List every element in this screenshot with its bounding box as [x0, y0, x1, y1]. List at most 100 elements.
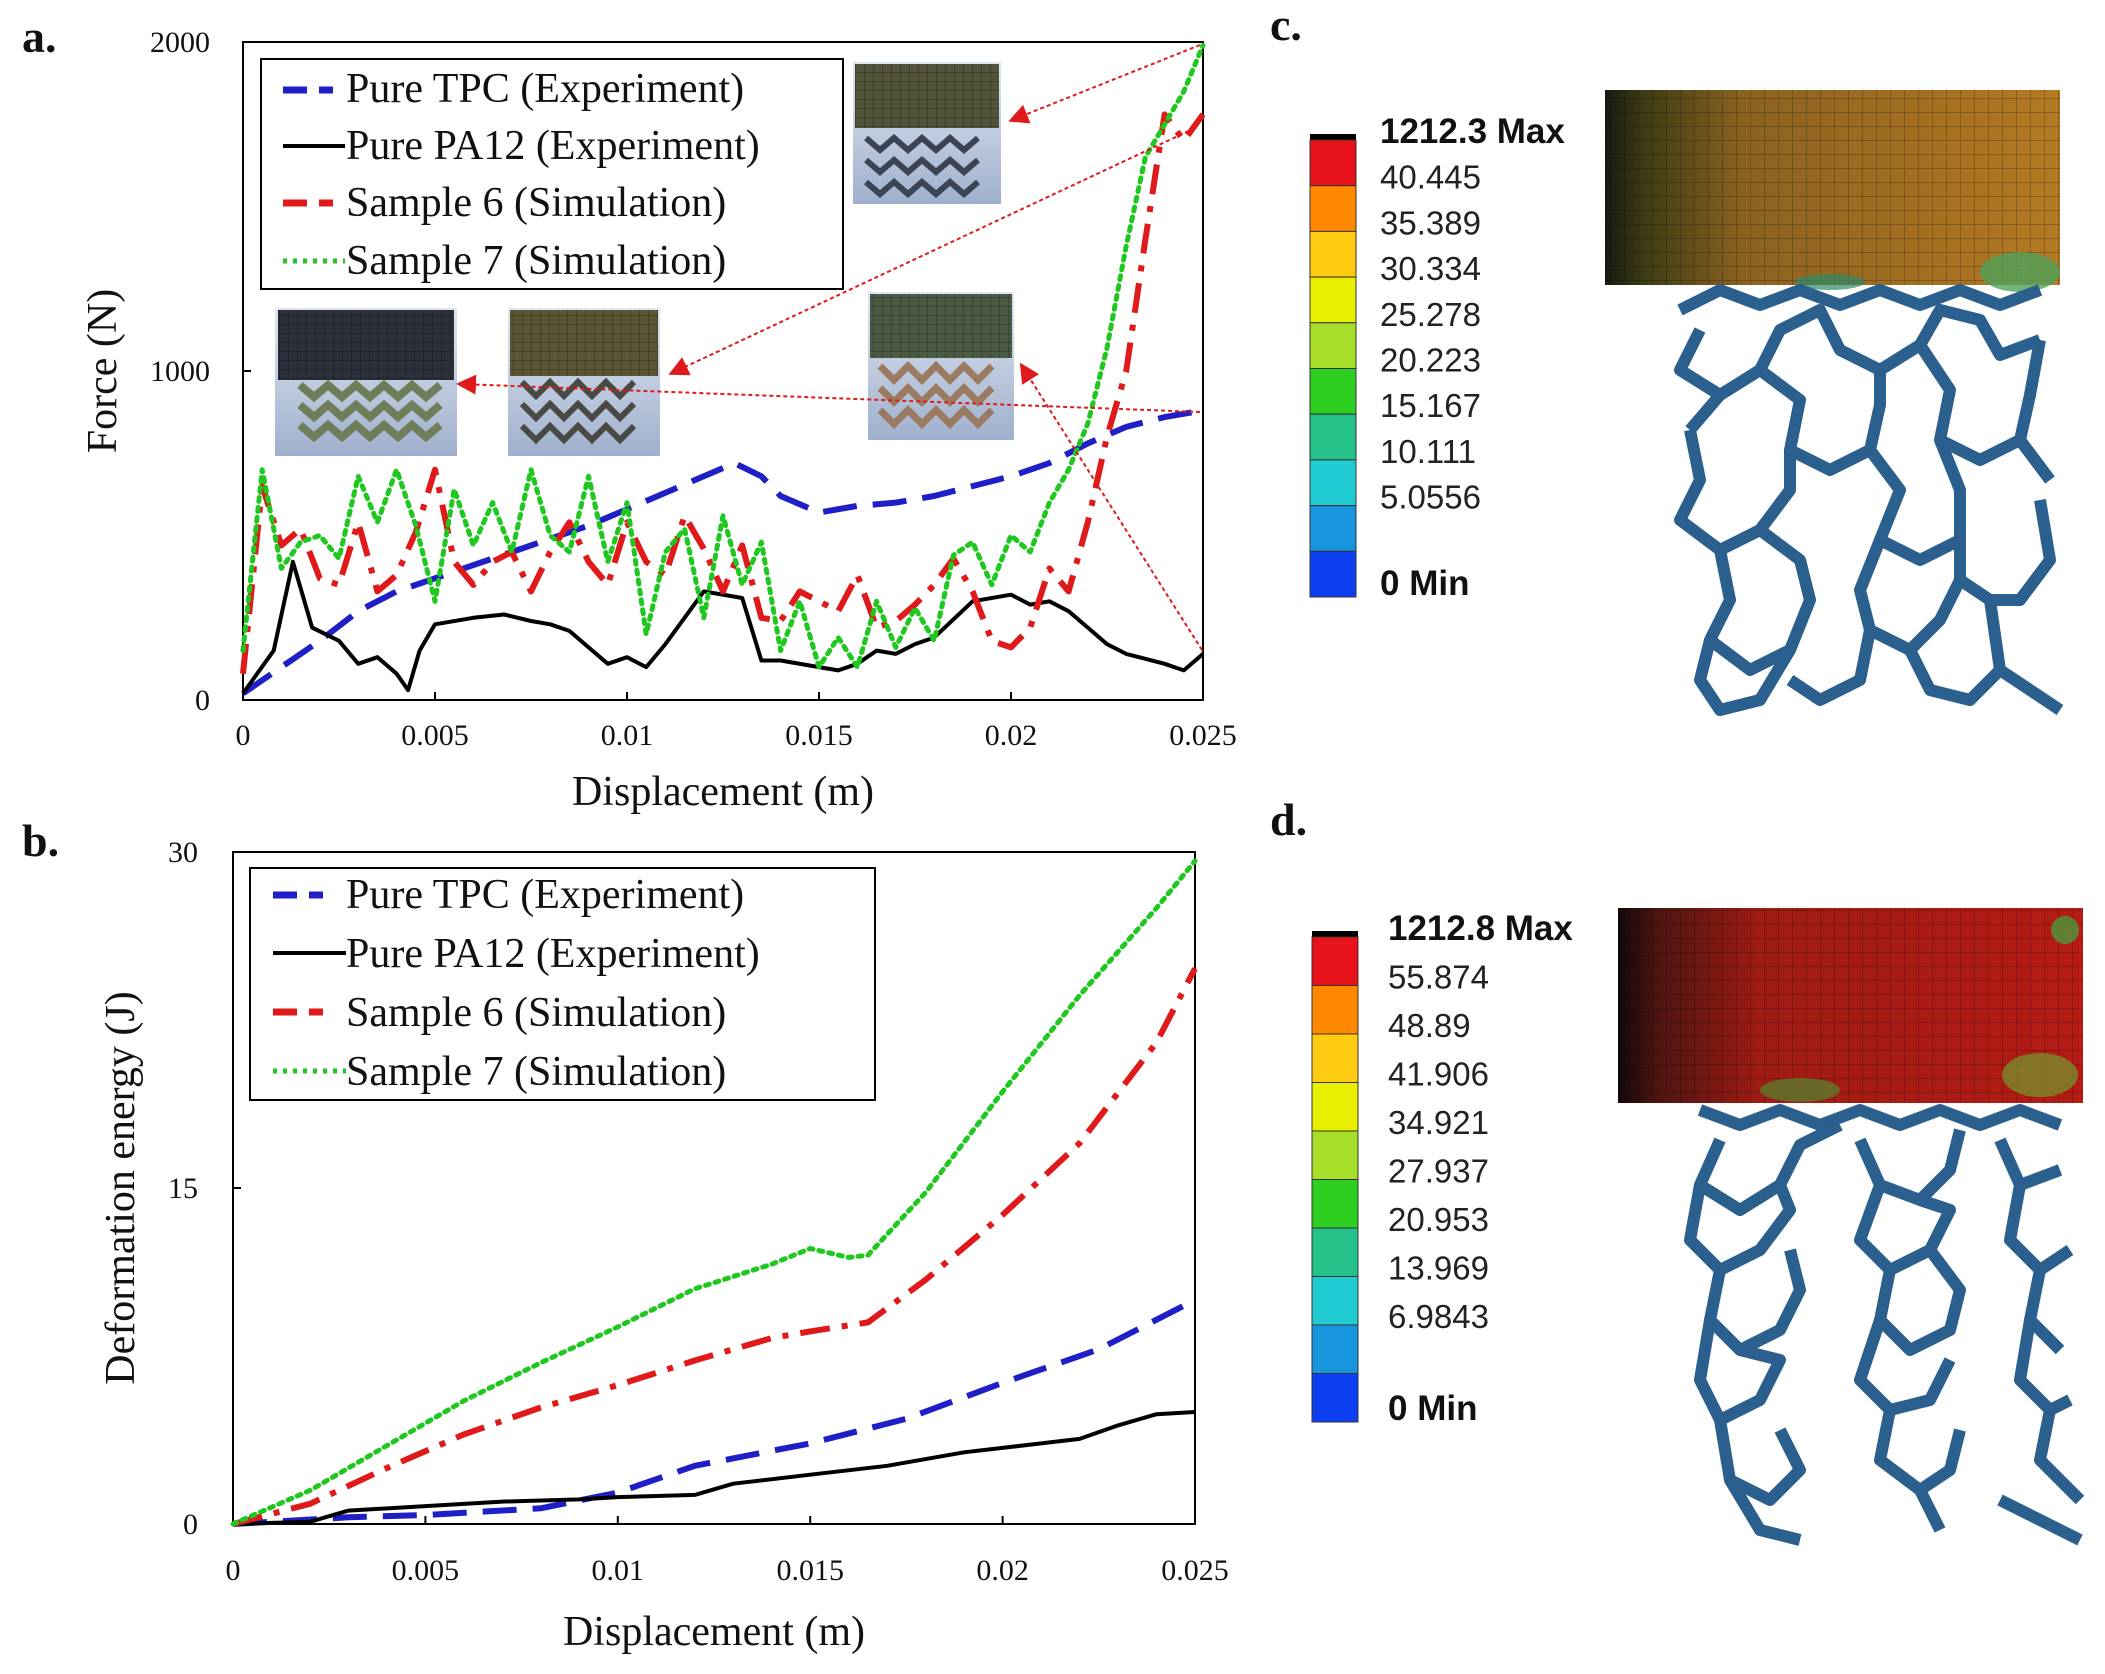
- chart-a-series-group: [240, 42, 1206, 696]
- chart-a-legend-label-tpc: Pure TPC (Experiment): [346, 66, 744, 112]
- colorbar-c-swatch: [1309, 505, 1357, 552]
- colorbar-c-swatch: [1309, 185, 1357, 232]
- panel-letter-b: b.: [22, 815, 59, 866]
- chart-a-xtick-label: 0.01: [601, 719, 654, 752]
- chart-a-series-1: [241, 559, 1205, 695]
- colorbar-c-label: 35.389: [1380, 204, 1481, 241]
- annotation-arrows: [456, 44, 1203, 651]
- colorbar-c: 1212.3 Max 40.445 35.389 30.334 25.278 20.223…: [1309, 112, 1565, 603]
- colorbar-d-label: 1212.8 Max: [1388, 909, 1573, 948]
- colorbar-d-swatch: [1311, 1227, 1359, 1277]
- fea-model-d: [1618, 908, 2085, 1546]
- chart-a-legend-label-sample6: Sample 6 (Simulation): [346, 180, 726, 226]
- contour-panel-d: 1212.8 Max 55.874 48.89 41.906 34.921 27.937 2…: [1311, 908, 2085, 1546]
- chart-b-series-group: [230, 858, 1198, 1527]
- colorbar-d-swatch: [1311, 985, 1359, 1035]
- chart-b-legend-label-pa12: Pure PA12 (Experiment): [346, 931, 760, 977]
- chart-a-xtick-label: 0: [236, 719, 251, 752]
- colorbar-d-label: 6.9843: [1388, 1298, 1489, 1335]
- colorbar-c-label: 10.111: [1380, 433, 1476, 470]
- colorbar-d-label: 0 Min: [1388, 1389, 1477, 1428]
- colorbar-c-swatch: [1309, 139, 1357, 187]
- colorbar-c-cap: [1310, 134, 1356, 142]
- colorbar-d-swatch: [1311, 1130, 1359, 1180]
- colorbar-c-swatch: [1309, 322, 1357, 369]
- chart-b-xtick-label: 0: [226, 1554, 241, 1587]
- chart-a-legend: Pure TPC (Experiment) Pure PA12 (Experim…: [260, 58, 844, 290]
- colorbar-d: 1212.8 Max 55.874 48.89 41.906 34.921 27.937 2…: [1311, 909, 1573, 1428]
- chart-a-ytick-label: 0: [195, 684, 210, 717]
- colorbar-d-label: 48.89: [1388, 1007, 1471, 1044]
- colorbar-d-swatch: [1311, 936, 1359, 986]
- chart-b-ytick-label: 0: [183, 1508, 198, 1541]
- chart-b-xtick-label: 0.01: [592, 1554, 645, 1587]
- colorbar-c-label: 0 Min: [1380, 564, 1469, 603]
- colorbar-d-swatch: [1311, 1324, 1359, 1374]
- colorbar-c-label: 25.278: [1380, 296, 1481, 333]
- chart-b-ylabel: Deformation energy (J): [98, 991, 144, 1384]
- colorbar-d-label: 20.953: [1388, 1201, 1489, 1238]
- colorbar-d-swatch: [1311, 1276, 1359, 1326]
- chart-b-legend-label-sample6: Sample 6 (Simulation): [346, 990, 726, 1036]
- colorbar-c-swatch: [1309, 550, 1357, 598]
- colorbar-c-label: 30.334: [1380, 250, 1481, 287]
- chart-b-series-0: [232, 1297, 1197, 1527]
- chart-a-ylabel: Force (N): [80, 289, 126, 453]
- chart-a-legend-label-pa12: Pure PA12 (Experiment): [346, 123, 760, 169]
- chart-a-xtick-label: 0.005: [401, 719, 469, 752]
- panel-letter-a: a.: [22, 11, 57, 62]
- colorbar-c-label: 40.445: [1380, 159, 1481, 196]
- chart-a-xlabel: Displacement (m): [572, 769, 874, 815]
- colorbar-d-label: 34.921: [1388, 1104, 1489, 1141]
- chart-b-ytick-label: 30: [168, 836, 198, 869]
- chart-b-series-1: [232, 1410, 1196, 1526]
- colorbar-d-swatch: [1311, 1082, 1359, 1132]
- chart-a-legend-label-sample7: Sample 7 (Simulation): [346, 238, 726, 284]
- colorbar-d-label: 55.874: [1388, 959, 1489, 996]
- chart-a-force-displacement: 0 0.005 0.01 0.015 0.02 0.025 0 1000 2000: [80, 26, 1237, 815]
- chart-a-xtick-label: 0.02: [985, 719, 1038, 752]
- chart-b-legend-label-tpc: Pure TPC (Experiment): [346, 872, 744, 918]
- colorbar-d-swatch: [1311, 1033, 1359, 1083]
- colorbar-c-label: 20.223: [1380, 342, 1481, 379]
- colorbar-c-swatch: [1309, 459, 1357, 507]
- chart-b-series-2: [232, 967, 1198, 1527]
- chart-a-series-2: [240, 111, 1206, 675]
- chart-b-ticks: 0 0.005 0.01 0.015 0.02 0.025 0 15 30: [168, 836, 1229, 1587]
- mesh-thumbnail-1: [853, 62, 1001, 204]
- colorbar-d-label: 27.937: [1388, 1153, 1489, 1190]
- chart-b-ytick-label: 15: [168, 1172, 198, 1205]
- contour-panel-c: 1212.3 Max 40.445 35.389 30.334 25.278 20.223…: [1309, 90, 2064, 716]
- colorbar-d-swatch: [1311, 1373, 1359, 1423]
- chart-b-legend-label-sample7: Sample 7 (Simulation): [346, 1049, 726, 1095]
- colorbar-d-label: 41.906: [1388, 1056, 1489, 1093]
- colorbar-d-swatch: [1311, 1179, 1359, 1229]
- chart-a-series-0: [241, 407, 1204, 696]
- colorbar-c-label: 15.167: [1380, 387, 1481, 424]
- colorbar-c-swatch: [1309, 413, 1357, 461]
- chart-b-xtick-label: 0.015: [776, 1554, 844, 1587]
- colorbar-d-label: 13.969: [1388, 1250, 1489, 1287]
- panel-letter-d: d.: [1270, 794, 1307, 845]
- chart-b-xtick-label: 0.02: [976, 1554, 1029, 1587]
- colorbar-c-swatch: [1309, 276, 1357, 324]
- panel-letter-c: c.: [1270, 0, 1302, 50]
- mesh-thumbnail-4: [868, 292, 1014, 440]
- chart-a-ytick-label: 2000: [150, 26, 210, 59]
- chart-a-xtick-label: 0.025: [1169, 719, 1237, 752]
- mesh-thumbnail-2: [275, 308, 457, 456]
- colorbar-d-cap: [1312, 931, 1358, 939]
- chart-a-ytick-label: 1000: [150, 355, 210, 388]
- chart-a-xtick-label: 0.015: [785, 719, 853, 752]
- chart-a-ticks: 0 0.005 0.01 0.015 0.02 0.025 0 1000 2000: [150, 26, 1237, 752]
- chart-b-series-3: [230, 858, 1198, 1527]
- fea-model-c: [1605, 90, 2064, 716]
- colorbar-c-label: 1212.3 Max: [1380, 112, 1565, 151]
- chart-b-xtick-label: 0.005: [392, 1554, 460, 1587]
- chart-a-series-3: [240, 42, 1206, 670]
- chart-b-xlabel: Displacement (m): [563, 1609, 865, 1655]
- colorbar-c-swatch: [1309, 230, 1357, 278]
- colorbar-c-swatch: [1309, 368, 1357, 415]
- chart-b-xtick-label: 0.025: [1161, 1554, 1229, 1587]
